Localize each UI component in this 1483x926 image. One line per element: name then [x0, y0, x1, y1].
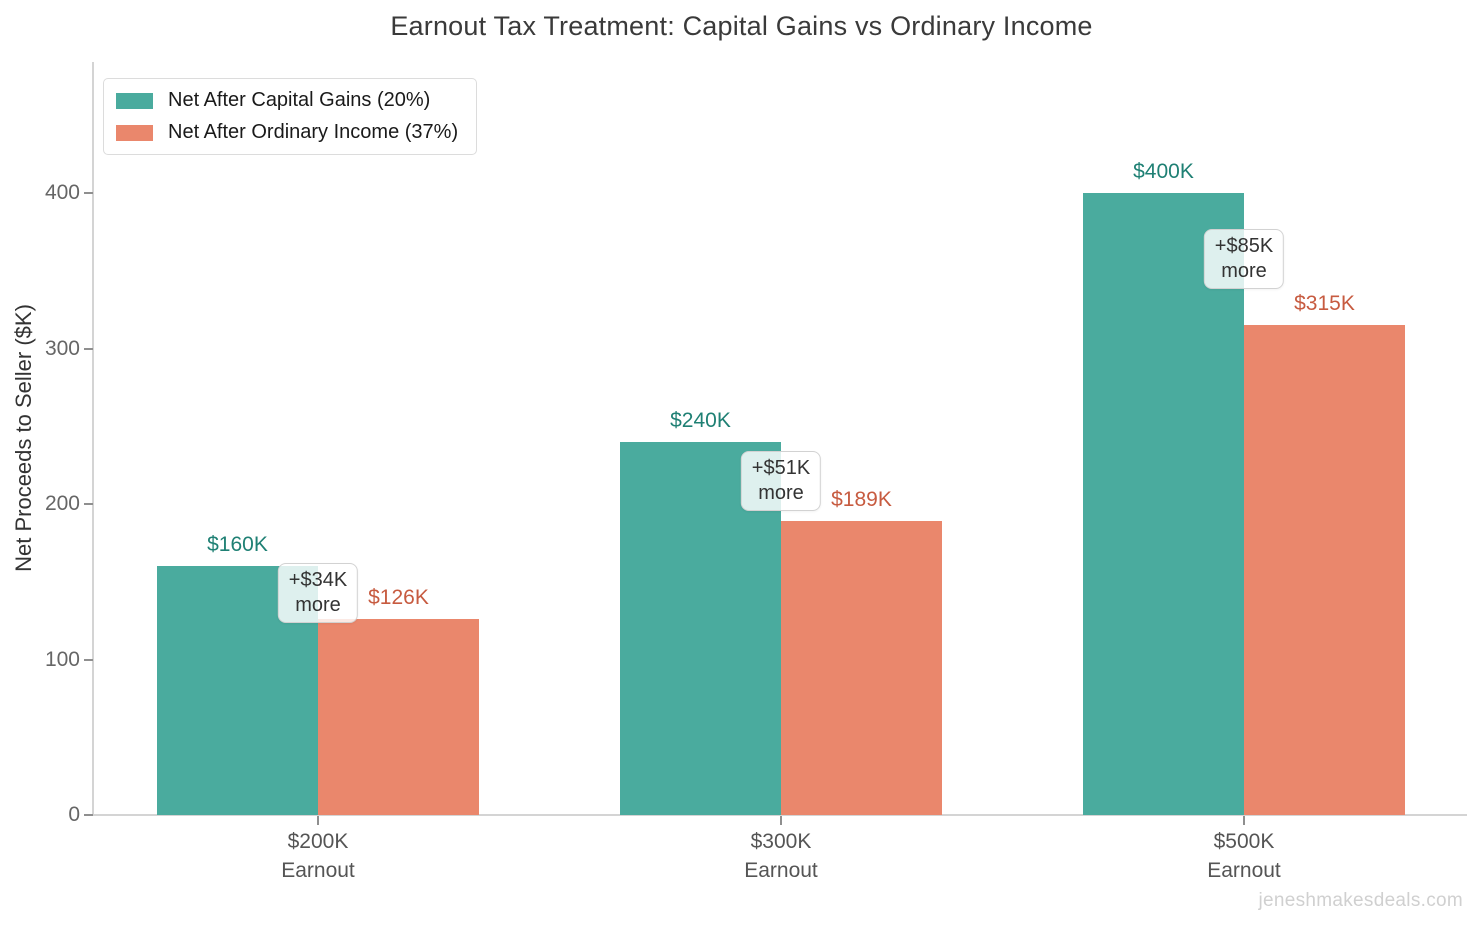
bar-value-label-capital-gains: $160K	[207, 533, 268, 557]
difference-annotation: +$85K more	[1203, 229, 1285, 290]
y-tick-mark	[84, 658, 93, 661]
bar-ordinary-income	[318, 619, 479, 815]
difference-annotation: +$51K more	[740, 451, 822, 512]
x-category-label: $300K Earnout	[744, 827, 818, 885]
legend-label: Net After Ordinary Income (37%)	[168, 121, 459, 143]
x-category-amount: $200K	[287, 830, 349, 853]
annotation-more-text: more	[758, 482, 804, 505]
x-category-amount: $300K	[750, 830, 812, 853]
x-tick-mark	[1243, 816, 1245, 825]
x-category-label: $200K Earnout	[281, 827, 355, 885]
bar-value-label-ordinary-income: $189K	[831, 488, 892, 512]
y-tick-mark	[84, 814, 93, 816]
bar-ordinary-income	[1244, 325, 1405, 815]
legend-label: Net After Capital Gains (20%)	[168, 89, 431, 111]
annotation-more-text: more	[1221, 260, 1267, 283]
watermark: jeneshmakesdeals.com	[1258, 890, 1463, 911]
bar-value-label-ordinary-income: $126K	[368, 586, 429, 610]
legend: Net After Capital Gains (20%) Net After O…	[103, 78, 478, 155]
y-tick-label: 300	[44, 336, 80, 360]
x-category-earnout: Earnout	[281, 859, 355, 882]
bar-value-label-capital-gains: $400K	[1133, 160, 1194, 183]
y-tick-label: 100	[44, 647, 80, 671]
chart-title: Earnout Tax Treatment: Capital Gains vs …	[390, 11, 1093, 41]
x-category-earnout: Earnout	[1207, 859, 1281, 882]
annotation-more-text: more	[295, 593, 341, 616]
y-tick-label: 0	[68, 803, 80, 826]
annotation-amount: +$34K	[288, 568, 348, 591]
y-tick-mark	[84, 192, 93, 194]
bar-capital-gains	[1083, 193, 1244, 815]
legend-swatch	[116, 124, 153, 141]
x-category-amount: $500K	[1213, 830, 1275, 853]
y-tick-mark	[84, 503, 93, 505]
y-axis-line	[92, 62, 94, 816]
x-category-label: $500K Earnout	[1207, 827, 1281, 885]
legend-item: Net After Ordinary Income (37%)	[116, 121, 458, 144]
bar-value-label-capital-gains: $240K	[670, 408, 731, 432]
legend-swatch	[116, 92, 153, 109]
y-tick-label: 200	[44, 492, 80, 515]
legend-item: Net After Capital Gains (20%)	[116, 89, 458, 112]
x-axis-line	[93, 814, 1467, 816]
difference-annotation: +$34K more	[277, 562, 359, 623]
x-category-earnout: Earnout	[744, 859, 818, 882]
annotation-amount: +$85K	[1214, 235, 1274, 258]
x-tick-mark	[317, 816, 319, 825]
y-tick-label: 400	[44, 181, 80, 204]
bar-ordinary-income	[781, 521, 942, 815]
bar-value-label-ordinary-income: $315K	[1294, 292, 1355, 316]
annotation-amount: +$51K	[751, 457, 811, 480]
y-tick-mark	[84, 347, 93, 350]
x-tick-mark	[780, 816, 782, 825]
